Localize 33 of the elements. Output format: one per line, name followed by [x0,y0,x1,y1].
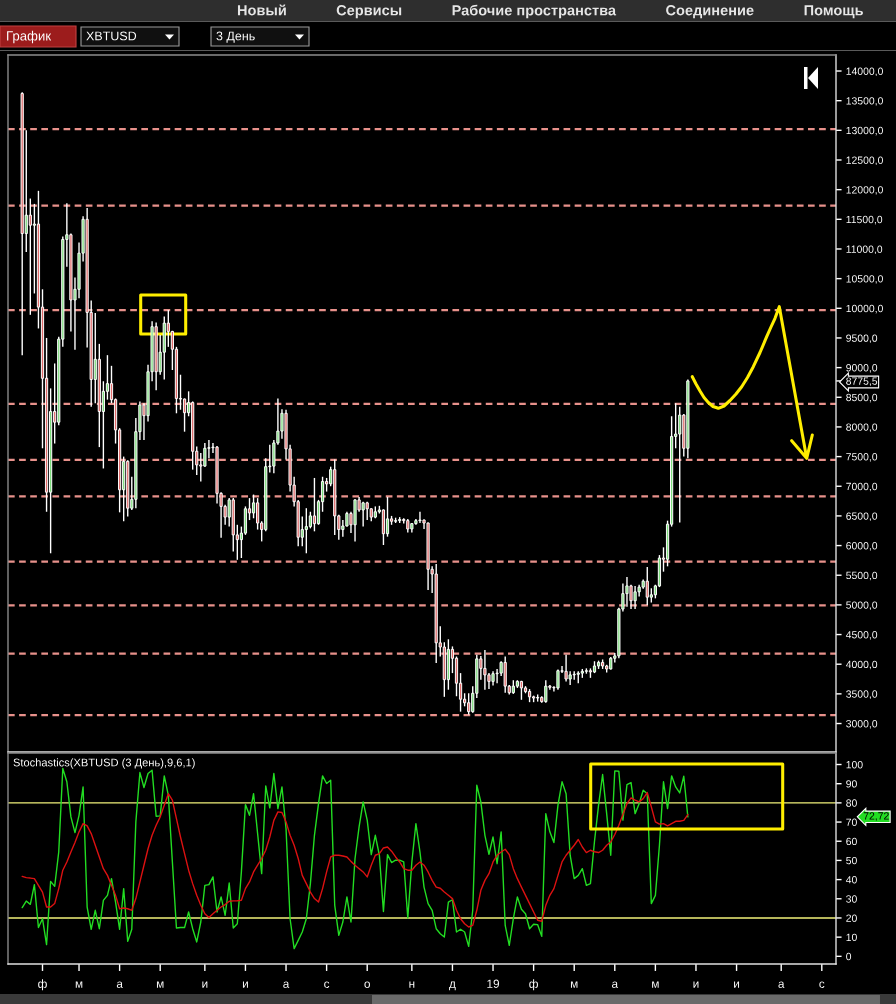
x-tick-label: д [449,981,456,991]
candlestick [203,442,207,468]
text: Помощь [804,5,863,19]
candlestick [467,692,471,716]
text: График [7,30,52,44]
x-tick-label: м [75,981,83,988]
text: XBTUSD [86,31,137,41]
text: 3 День [216,31,255,43]
chart-title: Stochastics(XBTUSD (3 День),9,6,1) [13,758,195,769]
x-tick-label: и [202,981,208,988]
x-tick-label: ф [38,979,47,991]
text: Новый [237,4,286,16]
candlestick [28,197,32,316]
x-tick-label: а [116,981,123,988]
x-tick-label: и [242,981,248,988]
candlestick [381,508,386,546]
candlestick [361,500,365,528]
x-tick-label: м [156,981,164,988]
x-tick-label: с [324,981,330,988]
candlestick [304,507,308,554]
x-tick-label: о [364,981,370,988]
text: Соединение [666,5,754,19]
x-tick-label: а [283,981,290,988]
candlestick [418,511,422,524]
x-tick-label: н [409,981,415,988]
candlestick [182,397,187,433]
candlestick [483,649,487,691]
text: Сервисы [336,5,402,19]
candlestick [199,452,203,483]
candlestick [385,496,390,538]
candlestick [256,497,260,531]
text: Рабочие пространства [452,4,617,19]
candlestick [312,477,317,533]
